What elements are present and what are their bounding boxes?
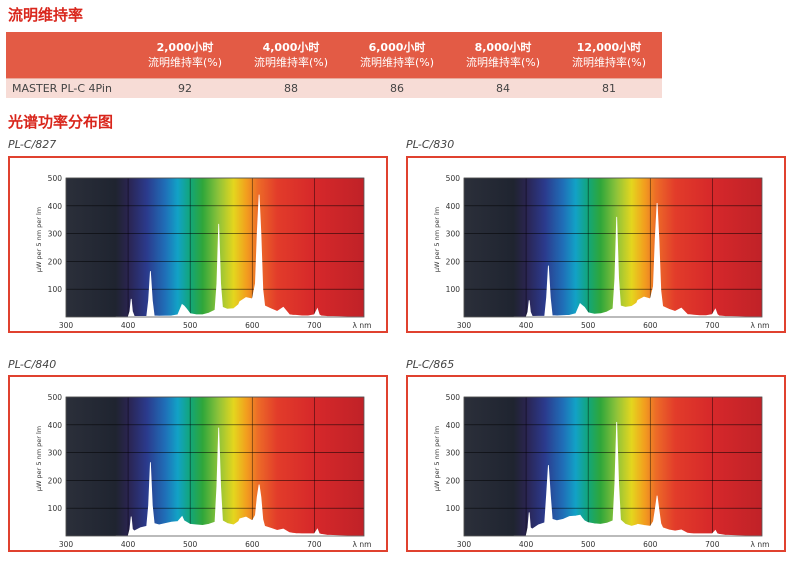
table-header-row: 2,000小时 流明维持率(%) 4,000小时 流明维持率(%) 6,000小时流…	[6, 32, 662, 79]
product-name-cell: MASTER PL-C 4Pin	[6, 78, 132, 98]
x-tick-label: 400	[121, 321, 136, 330]
value-cell: 81	[556, 78, 662, 98]
y-tick-label: 400	[48, 202, 63, 211]
y-tick-label: 500	[446, 174, 461, 183]
x-tick-label: 700	[307, 321, 322, 330]
y-tick-label: 100	[446, 504, 461, 513]
header-cell: 4,000小时 流明维持率(%)	[238, 32, 344, 79]
y-tick-label: 400	[446, 421, 461, 430]
spectrum-chart-827: 100 200 300 400 500 300 400 500 600 700 λ nm µW per…	[8, 156, 388, 333]
x-tick-label: 300	[457, 321, 472, 330]
x-axis-label: λ nm	[751, 540, 770, 549]
header-cell: 12,000小时 流明维持率(%)	[556, 32, 662, 79]
value-cell: 88	[238, 78, 344, 98]
x-axis-label: λ nm	[751, 321, 770, 330]
x-tick-label: 300	[59, 321, 74, 330]
y-tick-label: 400	[48, 421, 63, 430]
y-tick-label: 300	[48, 230, 63, 239]
value-cell: 86	[344, 78, 450, 98]
header-cell: 8,000小时 流明维持率(%)	[450, 32, 556, 79]
x-tick-label: 700	[705, 540, 720, 549]
spectrum-title: 光谱功率分布图	[8, 113, 114, 131]
spectrum-background	[464, 178, 762, 317]
plot-frame	[463, 177, 763, 318]
y-tick-label: 300	[446, 230, 461, 239]
spectrum-series	[513, 421, 762, 537]
x-tick-label: 700	[705, 321, 720, 330]
spectrum-svg: 100 200 300 400 500 300 400 500 600 700 λ nm µW per…	[433, 174, 770, 330]
chart-title-830: PL-C/830	[406, 138, 455, 151]
x-tick-label: 400	[121, 540, 136, 549]
chart-title-827: PL-C/827	[8, 138, 57, 151]
spectrum-series	[115, 427, 364, 537]
chart-title-840: PL-C/840	[8, 358, 57, 371]
y-tick-label: 100	[446, 285, 461, 294]
y-tick-label: 100	[48, 285, 63, 294]
y-tick-label: 500	[48, 393, 63, 402]
value-cell: 84	[450, 78, 556, 98]
x-tick-label: 500	[581, 321, 596, 330]
y-tick-label: 200	[446, 476, 461, 485]
y-tick-label: 200	[48, 257, 63, 266]
y-tick-label: 200	[48, 476, 63, 485]
x-tick-label: 400	[519, 321, 534, 330]
x-axis-label: λ nm	[353, 540, 372, 549]
x-tick-label: 500	[183, 540, 198, 549]
plot-frame	[463, 396, 763, 537]
y-tick-label: 200	[446, 257, 461, 266]
chart-title-865: PL-C/865	[406, 358, 455, 371]
spectrum-chart-865: 100 200 300 400 500 300 400 500 600 700 λ nm µW per…	[406, 375, 786, 552]
spectrum-svg: 100 200 300 400 500 300 400 500 600 700 λ nm µW per…	[35, 393, 372, 549]
y-tick-label: 300	[48, 449, 63, 458]
y-tick-label: 400	[446, 202, 461, 211]
x-tick-label: 500	[183, 321, 198, 330]
x-tick-label: 600	[245, 321, 260, 330]
header-cell: 6,000小时 流明维持率(%)	[344, 32, 450, 79]
value-cell: 92	[132, 78, 238, 98]
x-tick-label: 300	[59, 540, 74, 549]
header-cell: 2,000小时 流明维持率(%)	[132, 32, 238, 79]
spectrum-chart-830: 100 200 300 400 500 300 400 500 600 700 λ nm µW per…	[406, 156, 786, 333]
x-tick-label: 600	[643, 321, 658, 330]
y-axis-label: µW per 5 nm per lm	[35, 207, 43, 272]
spectrum-series	[115, 194, 364, 318]
plot-frame	[65, 396, 365, 537]
spectrum-background	[66, 178, 364, 317]
y-tick-label: 500	[48, 174, 63, 183]
x-tick-label: 300	[457, 540, 472, 549]
x-tick-label: 500	[581, 540, 596, 549]
y-tick-label: 500	[446, 393, 461, 402]
x-tick-label: 600	[643, 540, 658, 549]
x-tick-label: 600	[245, 540, 260, 549]
lumen-maintenance-title: 流明维持率	[8, 6, 84, 24]
spectrum-svg: 100 200 300 400 500 300 400 500 600 700 λ nm µW per…	[35, 174, 372, 330]
x-tick-label: 700	[307, 540, 322, 549]
x-axis-label: λ nm	[353, 321, 372, 330]
table-row: MASTER PL-C 4Pin 92 88 86 84 81	[6, 78, 662, 98]
y-tick-label: 300	[446, 449, 461, 458]
spectrum-series	[513, 202, 762, 318]
spectrum-chart-840: 100 200 300 400 500 300 400 500 600 700 λ nm µW per…	[8, 375, 388, 552]
lumen-maintenance-table: 2,000小时 流明维持率(%) 4,000小时 流明维持率(%) 6,000小时流…	[6, 32, 662, 98]
plot-frame	[65, 177, 365, 318]
y-axis-label: µW per 5 nm per lm	[35, 426, 43, 491]
spectrum-svg: 100 200 300 400 500 300 400 500 600 700 λ nm µW per…	[433, 393, 770, 549]
y-tick-label: 100	[48, 504, 63, 513]
y-axis-label: µW per 5 nm per lm	[433, 426, 441, 491]
x-tick-label: 400	[519, 540, 534, 549]
header-product-cell	[6, 32, 132, 79]
y-axis-label: µW per 5 nm per lm	[433, 207, 441, 272]
